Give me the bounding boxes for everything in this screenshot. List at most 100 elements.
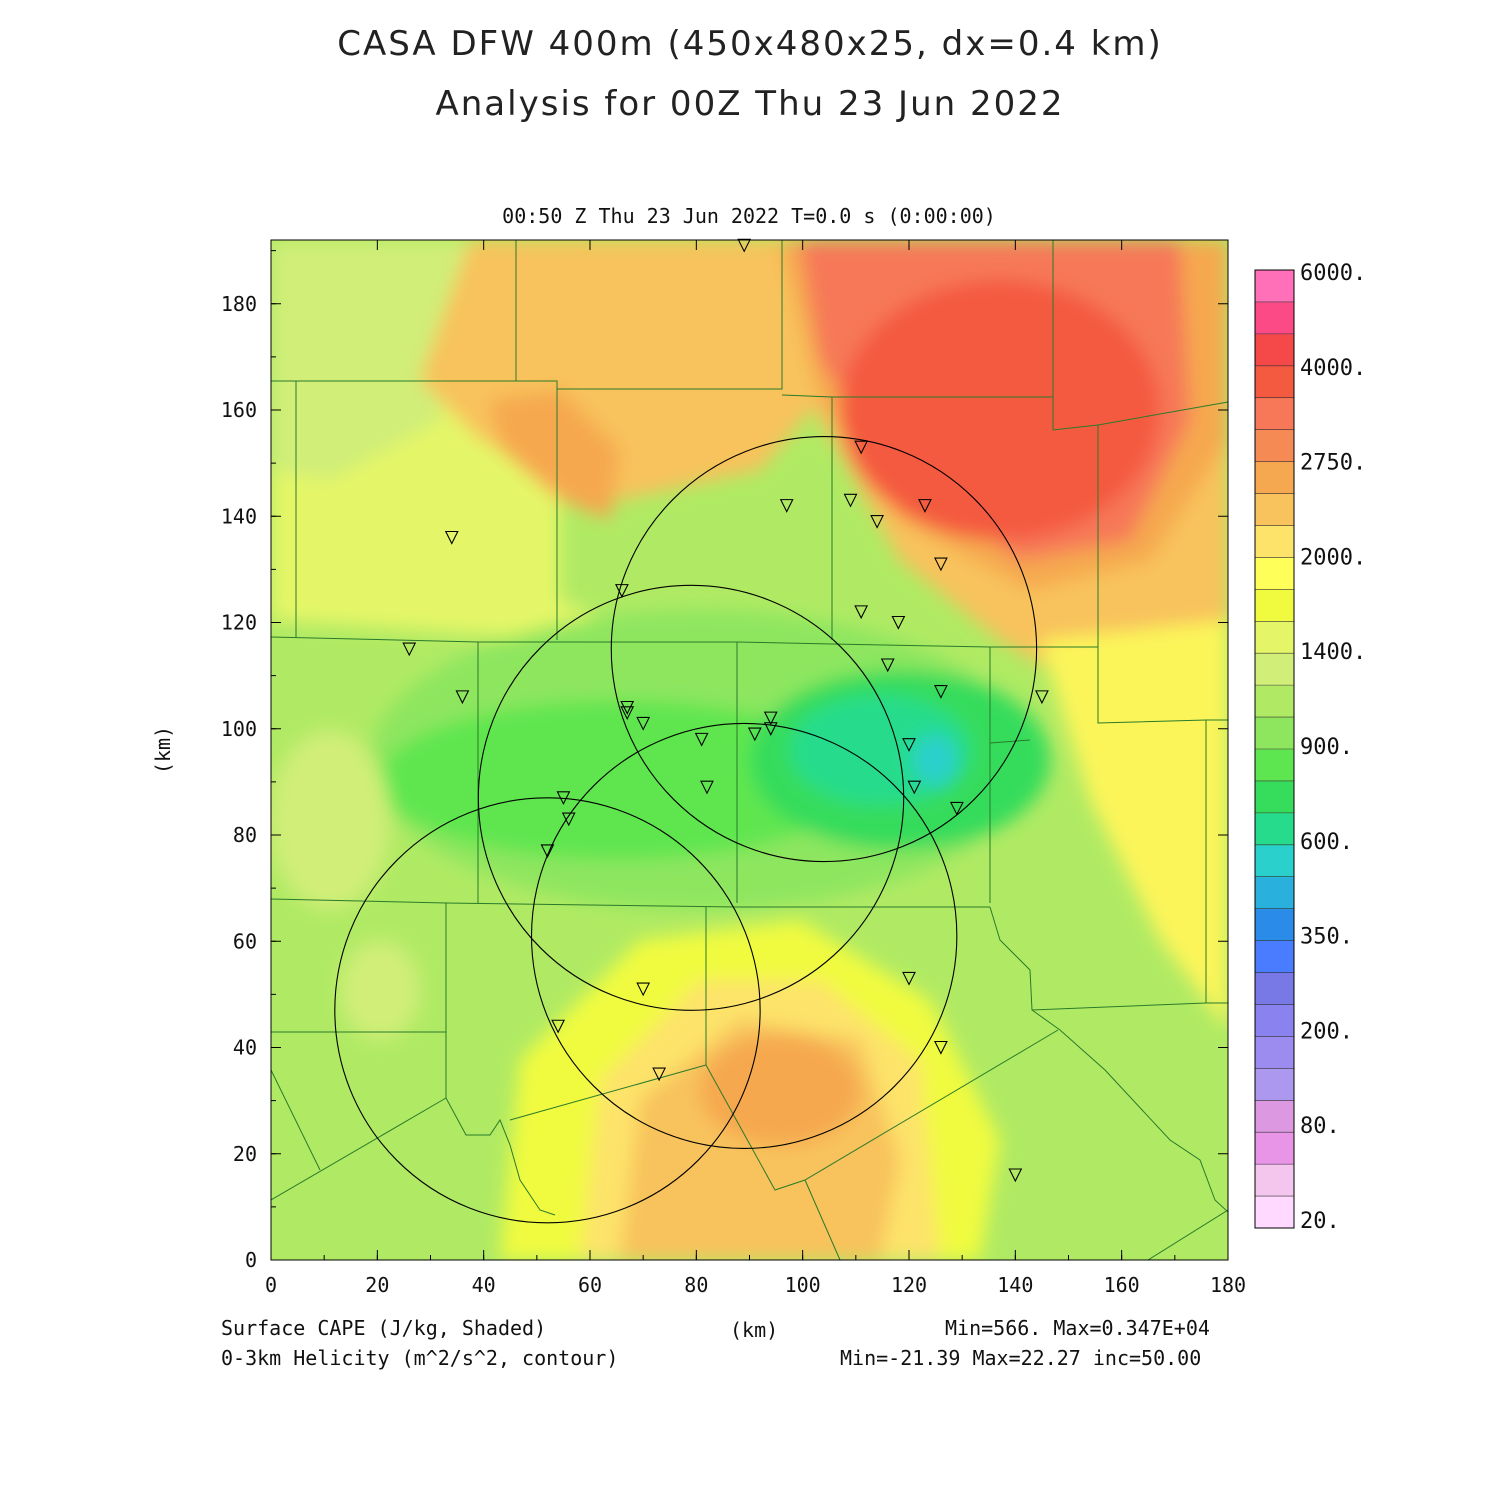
y-tick-label: 20 xyxy=(233,1142,257,1166)
colorbar-swatch xyxy=(1255,780,1294,814)
colorbar-swatch xyxy=(1255,397,1294,431)
station-marker xyxy=(636,716,651,731)
colorbar-swatch xyxy=(1255,908,1294,942)
colorbar-swatch xyxy=(1255,493,1294,526)
plot-timestamp: 00:50 Z Thu 23 Jun 2022 T=0.0 s (0:00:00… xyxy=(502,204,996,228)
colorbar-swatch xyxy=(1255,1004,1294,1037)
colorbar-swatch xyxy=(1255,1068,1294,1101)
station-marker xyxy=(870,515,884,529)
x-tick-label: 100 xyxy=(785,1273,821,1297)
station-marker xyxy=(907,780,922,795)
colorbar-swatch xyxy=(1255,1132,1294,1165)
station-marker xyxy=(402,642,417,657)
colorbar-label: 20. xyxy=(1300,1209,1340,1234)
colorbar-swatch xyxy=(1255,1100,1294,1133)
colorbar-swatch xyxy=(1255,270,1294,303)
station-marker xyxy=(918,499,932,513)
x-tick-label: 60 xyxy=(578,1273,602,1297)
radar-range-rings xyxy=(334,436,1038,1224)
x-tick-label: 180 xyxy=(1210,1273,1246,1297)
colorbar-label: 2000. xyxy=(1300,545,1366,570)
station-marker xyxy=(763,711,778,726)
y-tick-label: 60 xyxy=(233,929,257,953)
y-tick-label: 160 xyxy=(221,398,257,422)
station-marker xyxy=(854,440,869,455)
station-markers xyxy=(402,238,1049,1183)
colorbar-swatch xyxy=(1255,621,1294,654)
y-tick-label: 0 xyxy=(245,1248,257,1272)
colorbar: 6000. 4000. 2750. 2000. 1400. 900. 600. 350. 200… xyxy=(1254,261,1366,1234)
colorbar-swatch xyxy=(1255,812,1294,846)
colorbar-swatch xyxy=(1255,1036,1294,1069)
station-marker xyxy=(455,690,470,705)
station-marker xyxy=(556,791,571,806)
station-marker xyxy=(934,685,948,699)
y-tick-label: 120 xyxy=(221,611,257,635)
colorbar-label: 350. xyxy=(1300,925,1353,950)
colorbar-swatch xyxy=(1255,717,1294,750)
x-tick-label: 0 xyxy=(265,1273,277,1297)
y-tick-label: 80 xyxy=(233,823,257,847)
station-marker xyxy=(561,812,576,827)
chart-subtitle: Analysis for 00Z Thu 23 Jun 2022 xyxy=(435,84,1065,124)
station-marker xyxy=(880,658,895,673)
colorbar-swatch xyxy=(1255,685,1294,718)
station-marker xyxy=(891,615,906,630)
x-tick-label: 80 xyxy=(684,1273,708,1297)
x-tick-label: 120 xyxy=(891,1273,927,1297)
contour-label: 0-3km Helicity (m^2/s^2, contour) xyxy=(221,1346,619,1370)
station-marker xyxy=(620,706,635,721)
colorbar-swatch xyxy=(1255,653,1294,686)
colorbar-swatch xyxy=(1255,301,1294,335)
y-tick-label: 180 xyxy=(221,292,257,316)
station-marker xyxy=(700,780,714,795)
station-marker xyxy=(620,700,635,715)
field-stats: Min=566. Max=0.347E+04 xyxy=(945,1316,1210,1340)
x-axis: 0 20 40 60 80 100 120 140 160 180 xyxy=(265,240,1246,1297)
x-tick-label: 40 xyxy=(472,1273,496,1297)
station-marker xyxy=(652,1067,667,1082)
station-marker xyxy=(1008,1168,1023,1183)
station-marker xyxy=(636,982,651,997)
y-axis-label: (km) xyxy=(151,726,175,774)
y-tick-label: 40 xyxy=(233,1036,257,1060)
colorbar-label: 6000. xyxy=(1300,261,1366,286)
station-marker xyxy=(444,530,459,545)
x-tick-label: 20 xyxy=(365,1273,389,1297)
colorbar-swatch xyxy=(1255,461,1294,495)
station-marker xyxy=(902,971,916,986)
station-marker xyxy=(737,238,752,253)
colorbar-swatch xyxy=(1255,525,1294,558)
chart-title: CASA DFW 400m (450x480x25, dx=0.4 km) xyxy=(337,24,1163,64)
station-marker xyxy=(551,1019,565,1034)
station-marker xyxy=(615,584,629,598)
station-marker xyxy=(934,1040,948,1055)
colorbar-frame xyxy=(1254,269,1295,1229)
station-marker xyxy=(763,722,778,736)
county-boundaries xyxy=(271,240,1228,1260)
y-tick-label: 140 xyxy=(221,504,257,528)
y-axis: 0 20 40 60 80 100 120 140 160 180 xyxy=(221,250,1228,1272)
colorbar-swatch xyxy=(1255,1164,1294,1197)
range-ring xyxy=(530,722,958,1149)
range-ring xyxy=(477,584,905,1011)
colorbar-swatch xyxy=(1255,429,1294,463)
colorbar-swatch xyxy=(1255,749,1294,782)
field-label: Surface CAPE (J/kg, Shaded) xyxy=(221,1316,547,1340)
colorbar-label: 600. xyxy=(1300,830,1353,855)
colorbar-label: 80. xyxy=(1300,1114,1340,1139)
station-marker xyxy=(854,605,869,620)
colorbar-swatch xyxy=(1255,365,1294,399)
range-ring xyxy=(334,797,761,1224)
station-marker xyxy=(747,727,762,742)
station-marker xyxy=(1035,690,1049,705)
colorbar-label: 1400. xyxy=(1300,640,1366,665)
station-marker xyxy=(694,732,709,747)
station-marker xyxy=(934,557,948,572)
colorbar-swatch xyxy=(1255,844,1294,878)
colorbar-swatch xyxy=(1255,1196,1294,1229)
colorbar-label: 900. xyxy=(1300,735,1353,760)
contour-stats: Min=-21.39 Max=22.27 inc=50.00 xyxy=(840,1346,1202,1370)
colorbar-swatch xyxy=(1255,876,1294,910)
